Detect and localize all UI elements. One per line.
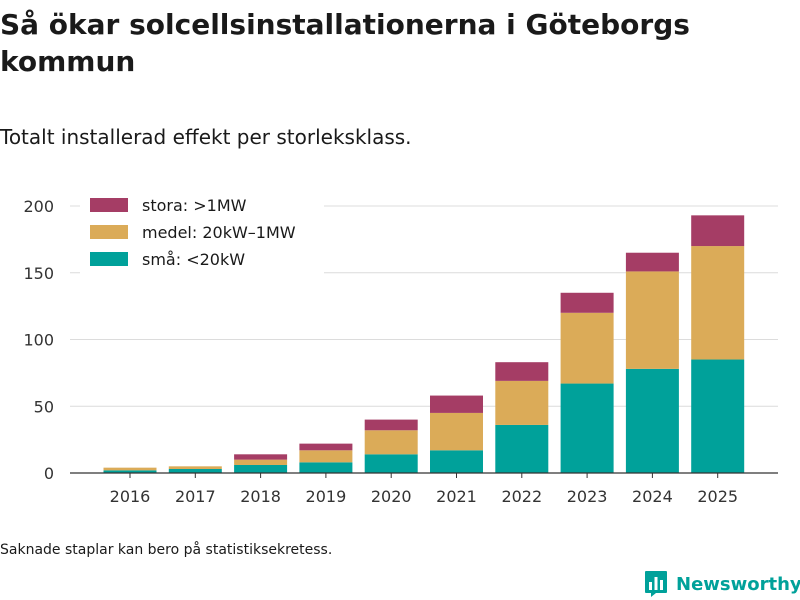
bar-segment[interactable]: [430, 395, 483, 413]
bar-segment[interactable]: [299, 450, 353, 463]
legend: stora: >1MW medel: 20kW–1MW små: <20kW: [80, 192, 324, 276]
bar-segment[interactable]: [234, 454, 288, 460]
bar-segment[interactable]: [364, 430, 418, 455]
y-tick-label: 100: [23, 331, 54, 350]
x-tick-label: 2024: [632, 487, 673, 506]
bar-segment[interactable]: [691, 215, 745, 247]
bar-chart-logo-icon: [645, 571, 667, 597]
x-tick-label: 2021: [436, 487, 477, 506]
brand-name: Newsworthy: [676, 573, 800, 595]
bar-segment[interactable]: [103, 467, 157, 471]
bar-segment[interactable]: [691, 359, 745, 473]
bar-segment[interactable]: [625, 271, 679, 369]
chart-subtitle: Totalt installerad effekt per storlekskl…: [0, 125, 412, 149]
bar-segment[interactable]: [234, 459, 288, 465]
bar-segment[interactable]: [364, 454, 418, 473]
bar-segment[interactable]: [168, 468, 222, 473]
bar-segment[interactable]: [234, 464, 288, 473]
footnote: Saknade staplar kan bero på statistiksek…: [0, 542, 333, 558]
x-tick-label: 2018: [240, 487, 281, 506]
x-tick-label: 2017: [175, 487, 216, 506]
legend-label: stora: >1MW: [142, 196, 247, 215]
axes: 0 50 100 150 200 2016 2017 2018 2019 2020 2021 2022…: [23, 197, 778, 506]
bar-segment[interactable]: [691, 246, 745, 360]
y-tick-label: 150: [23, 264, 54, 283]
x-tick-label: 2016: [110, 487, 151, 506]
chart-title: Så ökar solcellsinstallationerna i Göteb…: [0, 8, 690, 78]
x-tick-label: 2023: [567, 487, 608, 506]
brand-logo[interactable]: Newsworthy: [644, 570, 800, 598]
x-tick-label: 2020: [371, 487, 412, 506]
bar-segment[interactable]: [495, 362, 549, 381]
y-tick-label: 0: [44, 464, 54, 483]
legend-label: medel: 20kW–1MW: [142, 223, 296, 242]
legend-swatch: [90, 198, 128, 212]
bar-segment[interactable]: [430, 450, 483, 473]
bar-segment[interactable]: [299, 443, 353, 451]
bar-segment[interactable]: [299, 462, 353, 473]
bar-segment[interactable]: [495, 380, 549, 425]
bar-segment[interactable]: [430, 412, 483, 451]
legend-swatch: [90, 225, 128, 239]
bar-segment[interactable]: [625, 252, 679, 272]
bar-segment[interactable]: [560, 312, 614, 384]
x-tick-label: 2019: [306, 487, 347, 506]
x-tick-label: 2025: [697, 487, 738, 506]
legend-label: små: <20kW: [142, 250, 245, 269]
bar-segment[interactable]: [560, 292, 614, 313]
bar-group: [103, 215, 745, 473]
bar-segment[interactable]: [495, 424, 549, 473]
bar-segment[interactable]: [364, 419, 418, 431]
bar-segment[interactable]: [103, 470, 157, 473]
y-tick-label: 50: [34, 397, 54, 416]
y-tick-label: 200: [23, 197, 54, 216]
bar-segment[interactable]: [560, 383, 614, 473]
bar-segment[interactable]: [168, 466, 222, 469]
legend-swatch: [90, 252, 128, 266]
x-tick-label: 2022: [501, 487, 542, 506]
bar-segment[interactable]: [625, 368, 679, 473]
